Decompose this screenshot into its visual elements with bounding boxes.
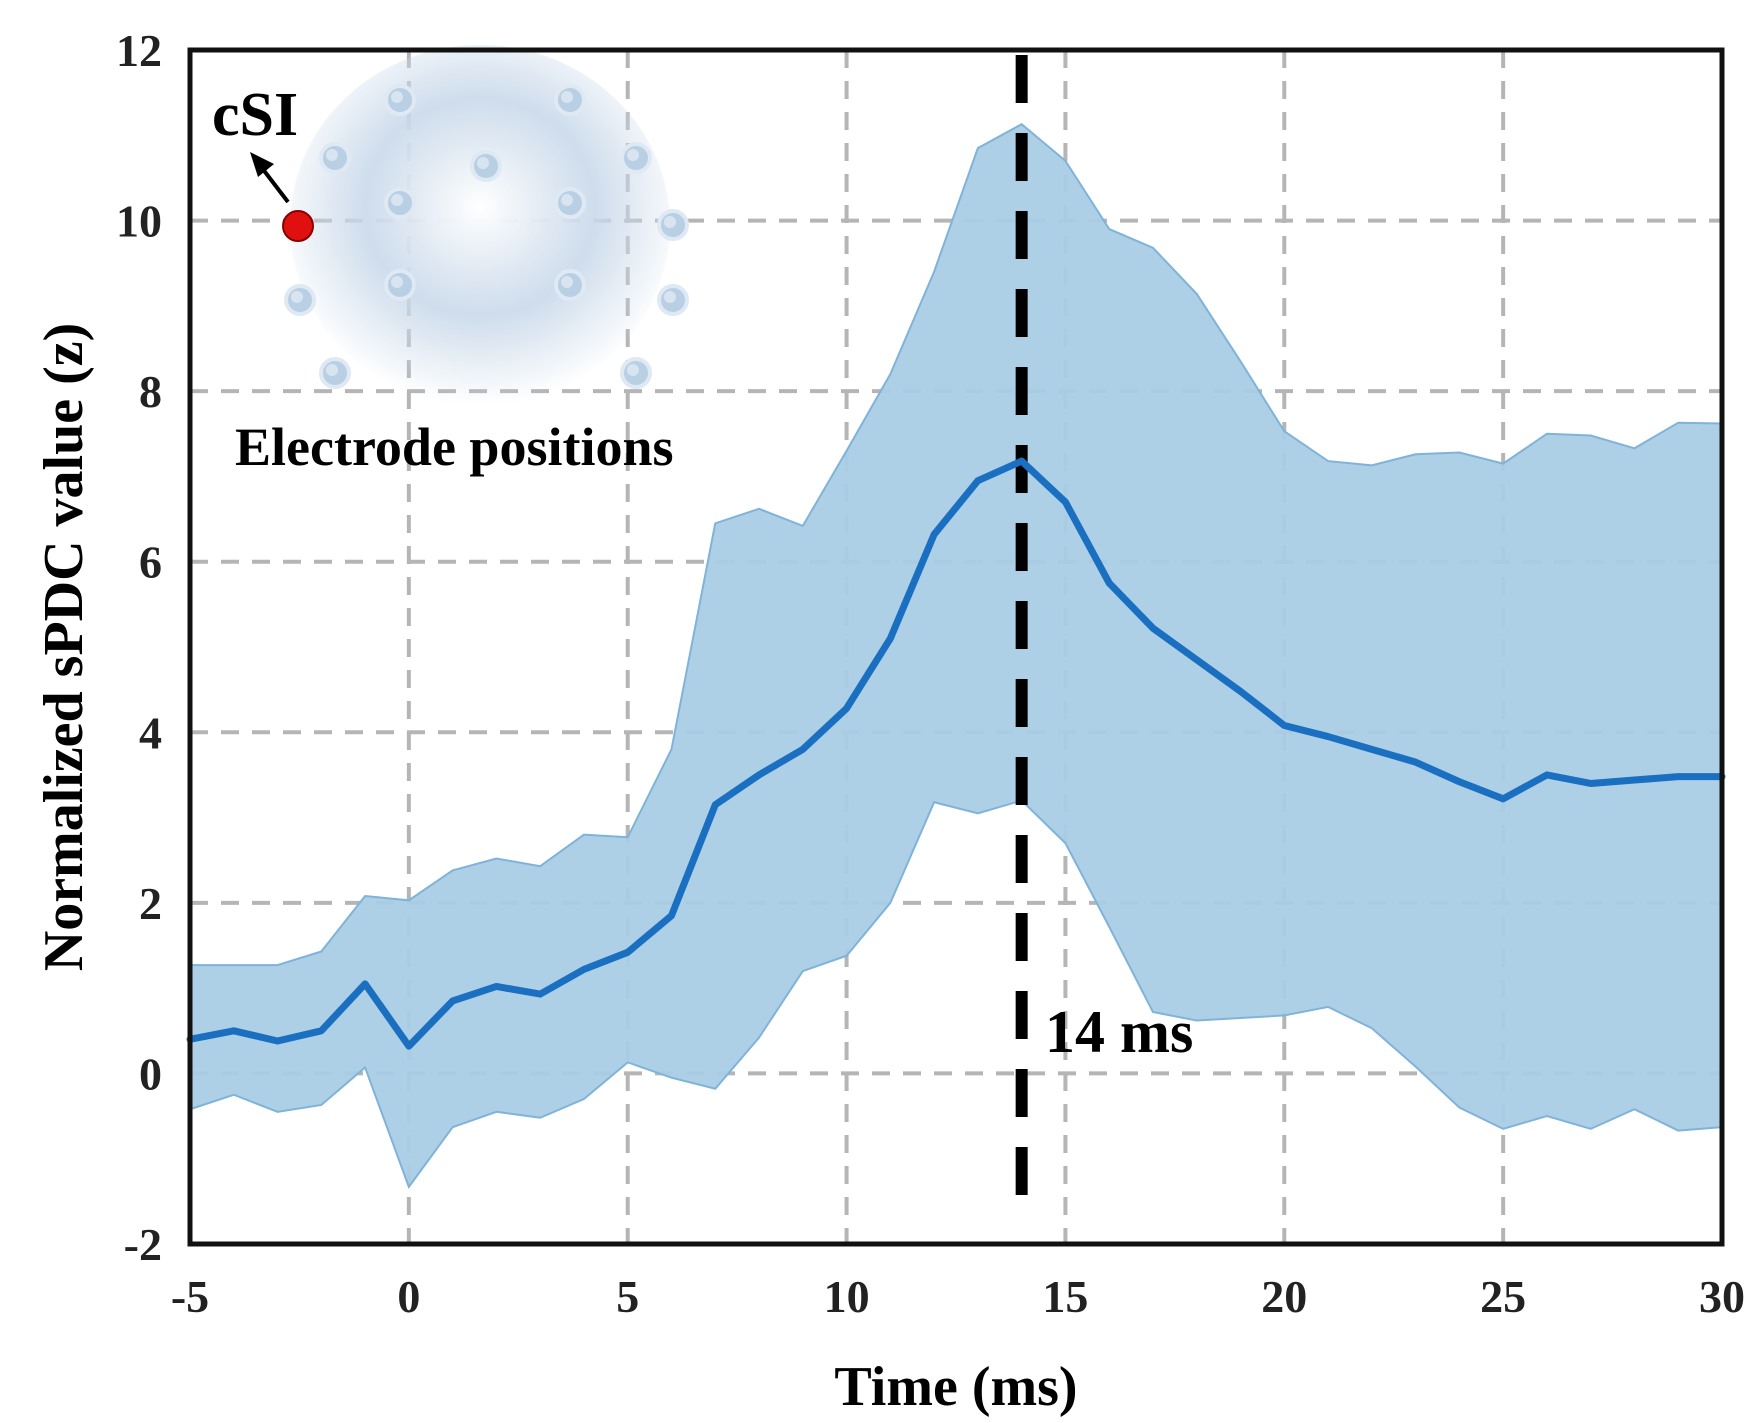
- mean-line-layer: [186, 457, 1726, 1050]
- y-tick-label: 12: [116, 25, 162, 76]
- electrode-highlight: [627, 149, 639, 161]
- csi-arrow-line: [260, 166, 290, 204]
- electrode-highlight: [326, 149, 338, 161]
- electrode-highlight: [627, 364, 639, 376]
- electrode-highlight: [291, 291, 303, 303]
- electrode-highlight: [561, 194, 573, 206]
- electrode: [554, 269, 586, 301]
- csi-electrode: [282, 210, 314, 242]
- x-axis-label: Time (ms): [834, 1356, 1077, 1418]
- electrode: [284, 284, 316, 316]
- electrode: [470, 150, 502, 182]
- electrode-highlight: [326, 364, 338, 376]
- x-tick-label: 20: [1261, 1271, 1307, 1322]
- electrode: [384, 187, 416, 219]
- x-tick-label: 15: [1042, 1271, 1088, 1322]
- electrode: [384, 269, 416, 301]
- electrode: [657, 209, 689, 241]
- electrode: [620, 142, 652, 174]
- y-tick-label: 10: [116, 196, 162, 247]
- mean-line: [186, 457, 1726, 1050]
- electrode-array: [282, 84, 689, 389]
- electrode-highlight: [477, 157, 489, 169]
- electrode-highlight: [391, 276, 403, 288]
- electrode: [554, 187, 586, 219]
- x-tick-label: 0: [397, 1271, 420, 1322]
- electrode-highlight: [391, 91, 403, 103]
- electrode-highlight: [561, 91, 573, 103]
- electrode: [319, 142, 351, 174]
- electrode: [554, 84, 586, 116]
- electrode: [319, 357, 351, 389]
- x-tick-label: -5: [171, 1271, 209, 1322]
- y-tick-label: 2: [139, 878, 162, 929]
- inset-title: Electrode positions: [235, 417, 674, 477]
- lower-bound-line: [189, 799, 1723, 1189]
- electrode-highlight: [664, 216, 676, 228]
- y-tick-label: 4: [139, 707, 162, 758]
- plot-frame: [187, 47, 1725, 1247]
- y-tick-label: 6: [139, 537, 162, 588]
- electrode-highlight: [664, 291, 676, 303]
- x-tick-label: 30: [1699, 1271, 1745, 1322]
- electrode: [657, 284, 689, 316]
- x-tick-label: 5: [616, 1271, 639, 1322]
- csi-label: cSI: [212, 81, 298, 149]
- upper-bound-line: [190, 122, 1723, 967]
- x-tick-label: 25: [1480, 1271, 1526, 1322]
- y-tick-label: 8: [139, 366, 162, 417]
- head-shadow: [290, 45, 670, 405]
- y-axis-label: Normalized sPDC value (z): [33, 323, 95, 972]
- y-tick-label: -2: [124, 1219, 162, 1270]
- x-tick-label: 10: [824, 1271, 870, 1322]
- confidence-band: [190, 124, 1722, 1187]
- peak-time-label: 14 ms: [1045, 999, 1193, 1065]
- electrode-highlight: [391, 194, 403, 206]
- confidence-band-layer: [189, 122, 1723, 1189]
- csi-arrow-head: [250, 152, 274, 177]
- electrode-highlight: [561, 276, 573, 288]
- electrode: [620, 357, 652, 389]
- tick-label-layer: -5 0 5 10 15 20 25 30 -2 0 2 4 6 8 10 12: [116, 25, 1745, 1322]
- electrode: [384, 84, 416, 116]
- electrode-inset: cSI Electrode positions: [212, 45, 689, 477]
- y-tick-label: 0: [139, 1048, 162, 1099]
